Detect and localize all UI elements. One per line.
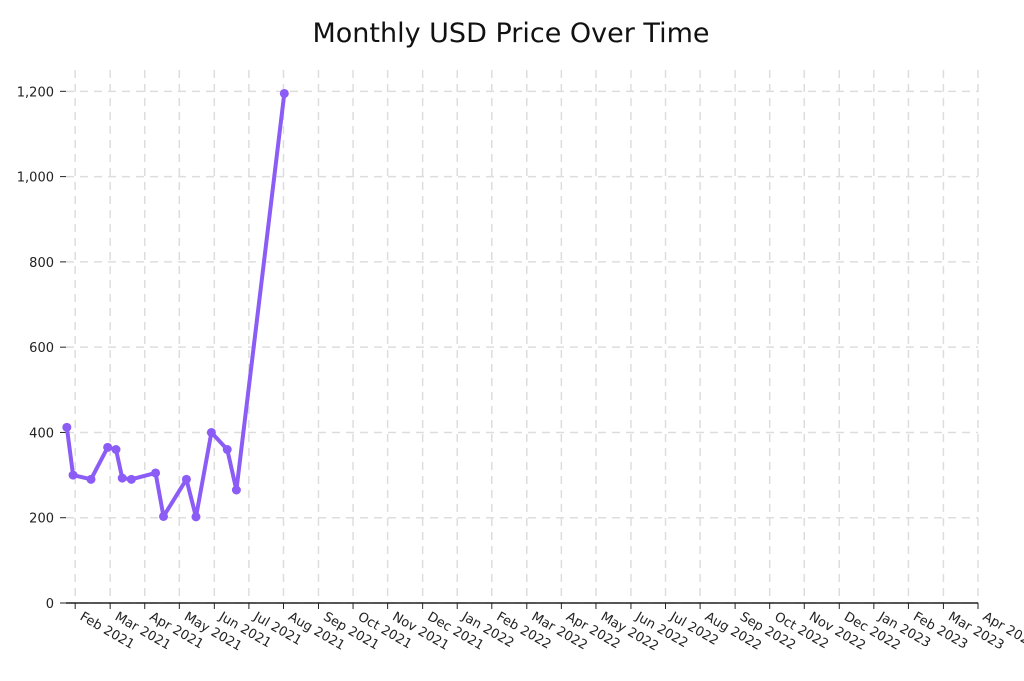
point xyxy=(117,473,127,483)
point xyxy=(151,468,161,478)
point xyxy=(68,470,78,480)
point xyxy=(86,474,96,484)
y-tick-label: 0 xyxy=(46,597,54,612)
y-tick-label: 1,200 xyxy=(17,85,54,100)
point xyxy=(103,442,113,452)
point xyxy=(206,427,216,437)
point xyxy=(222,444,232,454)
point xyxy=(111,444,121,454)
y-tick-label: 800 xyxy=(29,256,54,271)
y-tick-label: 600 xyxy=(29,341,54,356)
y-tick-label: 200 xyxy=(29,512,54,527)
point xyxy=(181,474,191,484)
point xyxy=(191,512,201,522)
point xyxy=(279,88,289,98)
point xyxy=(126,474,136,484)
point xyxy=(158,511,168,521)
line xyxy=(64,93,287,519)
point xyxy=(231,485,241,495)
y-tick-label: 1,000 xyxy=(17,171,54,186)
chart-title: Monthly USD Price Over Time xyxy=(312,18,709,49)
y-tick-label: 400 xyxy=(29,426,54,441)
point xyxy=(62,422,72,432)
